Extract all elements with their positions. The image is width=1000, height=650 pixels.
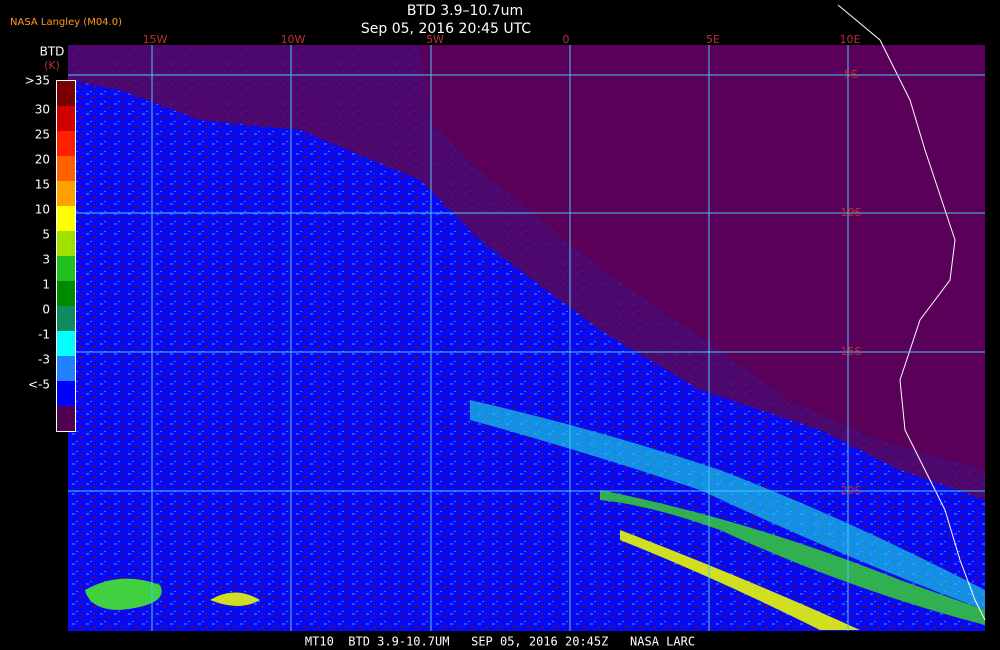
colorbar-swatch — [57, 231, 75, 256]
graticule — [68, 45, 985, 631]
colorbar-unit: (K) — [44, 59, 60, 72]
colorbar-label: 0 — [42, 303, 50, 317]
footer: MT10 BTD 3.9-10.7UM SEP 05, 2016 20:45Z … — [305, 635, 695, 649]
colorbar-label: 5 — [42, 228, 50, 242]
lat-label: 20S — [841, 484, 862, 497]
colorbar-swatch — [57, 406, 75, 431]
colorbar-swatch — [57, 131, 75, 156]
lon-label: 0 — [563, 33, 570, 46]
title: BTD 3.9–10.7um — [407, 3, 523, 19]
colorbar-swatch — [57, 331, 75, 356]
lat-label: 5S — [844, 68, 858, 81]
colorbar-title: BTD — [40, 45, 65, 59]
colorbar-swatch — [57, 206, 75, 231]
colorbar-swatch — [57, 181, 75, 206]
colorbar-swatch — [57, 156, 75, 181]
lon-label: 10E — [840, 33, 861, 46]
source-label: NASA Langley (M04.0) — [10, 17, 122, 28]
colorbar-label: -3 — [38, 353, 50, 367]
colorbar-label: <-5 — [28, 378, 50, 392]
colorbar-swatch — [57, 256, 75, 281]
colorbar-label: >35 — [25, 74, 50, 88]
satellite-image — [68, 4, 986, 631]
colorbar-label: 25 — [35, 128, 50, 142]
colorbar-label: 15 — [35, 178, 50, 192]
lat-label: 15S — [841, 345, 862, 358]
colorbar-label: -1 — [38, 328, 50, 342]
colorbar-label: 20 — [35, 153, 50, 167]
colorbar-swatch — [57, 356, 75, 381]
colorbar-swatch — [57, 106, 75, 131]
colorbar-label: 1 — [42, 278, 50, 292]
colorbar-label: 10 — [35, 203, 50, 217]
colorbar-swatch — [57, 381, 75, 406]
colorbar-swatch — [57, 306, 75, 331]
lat-label: 10S — [841, 206, 862, 219]
colorbar-swatch — [57, 81, 75, 106]
colorbar-label: 30 — [35, 103, 50, 117]
colorbar-swatch — [57, 281, 75, 306]
grid-labels: 15W 10W 5W 0 5E 10E 5S 10S 15S 20S — [143, 33, 862, 497]
subtitle: Sep 05, 2016 20:45 UTC — [361, 21, 531, 37]
lon-label: 5E — [706, 33, 720, 46]
colorbar-label: 3 — [42, 253, 50, 267]
lon-label: 10W — [281, 33, 306, 46]
lon-label: 15W — [143, 33, 168, 46]
lon-label: 5W — [426, 33, 444, 46]
